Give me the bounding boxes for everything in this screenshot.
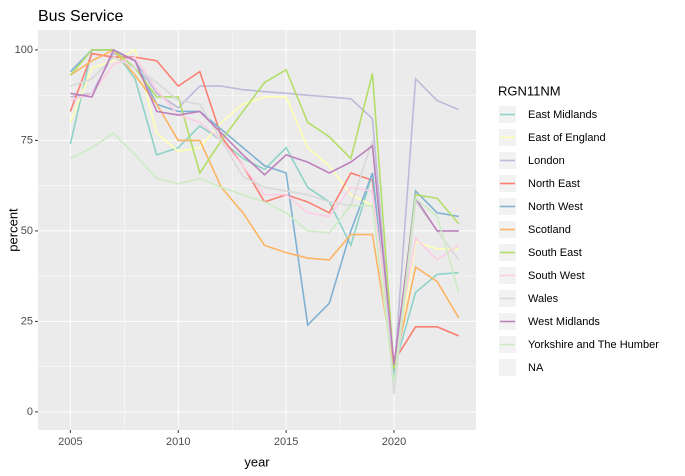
legend-label: North West [528,201,583,213]
legend-label: Yorkshire and The Humber [528,339,659,351]
legend-label: London [528,155,565,167]
legend-label: West Midlands [528,316,600,328]
legend-label: Scotland [528,224,571,236]
x-axis-title: year [244,454,270,469]
series-line [70,48,459,365]
legend-label: Wales [528,293,559,305]
y-axis-title: percent [5,208,20,252]
legend-label: South West [528,270,585,282]
legend-label: East of England [528,132,606,144]
series-line [70,132,460,384]
y-tick-label: 100 [15,44,33,56]
legend-label: North East [528,178,580,190]
y-tick-label: 75 [21,134,33,146]
series-line [70,56,460,394]
y-tick-label: 0 [27,406,33,418]
y-tick-label: 25 [21,315,33,327]
x-tick-label: 2010 [166,436,190,448]
x-tick-label: 2005 [58,436,82,448]
x-tick-label: 2015 [274,436,298,448]
y-tick-label: 50 [21,225,33,237]
legend-key [499,359,516,376]
panel [38,30,476,430]
x-tick-label: 2020 [382,436,406,448]
legend-label: NA [528,362,544,374]
legend-label: South East [528,247,582,259]
chart-title: Bus Service [38,8,123,25]
legend-label: East Midlands [528,109,598,121]
legend-title: RGN11NM [498,83,561,98]
